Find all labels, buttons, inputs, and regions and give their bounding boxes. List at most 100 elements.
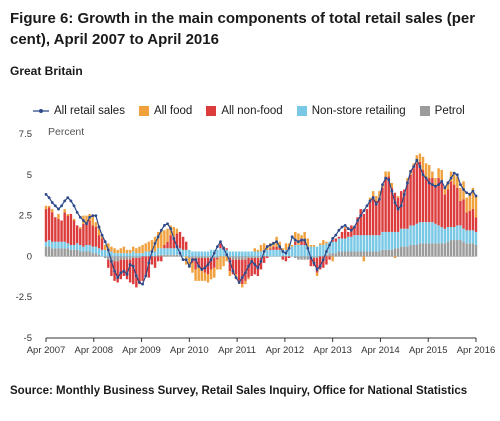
bar-all-non-food bbox=[340, 231, 344, 239]
all-retail-sales-point bbox=[371, 196, 375, 200]
all-retail-sales-point bbox=[237, 281, 241, 284]
bar-non-store-retailing bbox=[343, 238, 347, 252]
bar-petrol bbox=[368, 251, 372, 257]
bar-all-food bbox=[406, 178, 409, 182]
bar-petrol bbox=[234, 256, 238, 260]
bar-petrol bbox=[297, 256, 300, 260]
bar-non-store-retailing bbox=[424, 222, 428, 244]
bar-all-non-food bbox=[459, 200, 462, 226]
all-retail-sales-point bbox=[259, 259, 263, 263]
bar-non-store-retailing bbox=[107, 251, 110, 257]
bar-all-food bbox=[44, 205, 48, 210]
bar-non-store-retailing bbox=[94, 246, 98, 254]
bar-all-food bbox=[253, 248, 256, 252]
bar-non-store-retailing bbox=[403, 228, 406, 247]
bar-petrol bbox=[110, 256, 113, 262]
all-retail-sales-point bbox=[194, 258, 197, 262]
bar-petrol bbox=[82, 251, 85, 257]
all-retail-sales-point bbox=[374, 202, 378, 206]
legend-label: All retail sales bbox=[54, 105, 125, 117]
bar-all-non-food bbox=[315, 258, 319, 273]
all-retail-sales-point bbox=[91, 214, 95, 218]
bar-non-store-retailing bbox=[300, 244, 303, 257]
all-retail-sales-point bbox=[409, 170, 412, 173]
all-retail-sales-point bbox=[434, 184, 437, 188]
bar-petrol bbox=[343, 251, 347, 257]
all-retail-sales-point bbox=[81, 219, 85, 222]
all-retail-sales-point bbox=[69, 199, 73, 203]
all-retail-sales-point bbox=[159, 228, 163, 232]
bar-all-non-food bbox=[456, 187, 459, 226]
all-retail-sales-point bbox=[346, 227, 350, 231]
bar-non-store-retailing bbox=[318, 244, 322, 257]
all-retail-sales-point bbox=[203, 266, 207, 270]
all-retail-sales-point bbox=[290, 235, 294, 239]
bar-non-store-retailing bbox=[54, 241, 57, 249]
bar-non-store-retailing bbox=[465, 230, 468, 244]
bar-all-food bbox=[449, 171, 453, 182]
bar-non-store-retailing bbox=[163, 248, 166, 255]
bar-all-non-food bbox=[169, 235, 172, 249]
bar-all-food bbox=[209, 269, 213, 280]
all-retail-sales-point bbox=[50, 201, 54, 204]
bar-all-non-food bbox=[381, 187, 384, 232]
bar-all-food bbox=[387, 171, 390, 177]
bar-all-non-food bbox=[122, 259, 126, 276]
bar-non-store-retailing bbox=[113, 253, 116, 257]
all-retail-sales-point bbox=[75, 210, 79, 214]
all-retail-sales-point bbox=[340, 225, 344, 229]
all-retail-sales-point bbox=[353, 225, 356, 229]
bar-all-non-food bbox=[275, 246, 278, 250]
bar-non-store-retailing bbox=[278, 249, 281, 257]
all-retail-sales-point bbox=[138, 281, 141, 284]
bar-petrol bbox=[415, 244, 419, 257]
bar-petrol bbox=[88, 251, 91, 257]
bar-all-food bbox=[262, 243, 266, 250]
all-retail-sales-point bbox=[471, 189, 475, 193]
all-retail-sales-point bbox=[78, 215, 82, 219]
all-retail-sales-point bbox=[206, 263, 210, 266]
bar-non-store-retailing bbox=[375, 235, 378, 252]
bar-all-food bbox=[244, 280, 247, 285]
bar-petrol bbox=[350, 251, 353, 257]
bar-non-store-retailing bbox=[396, 231, 400, 249]
bar-all-non-food bbox=[262, 256, 266, 263]
bar-petrol bbox=[424, 243, 428, 257]
bar-non-store-retailing bbox=[365, 235, 369, 252]
bar-all-non-food bbox=[241, 259, 244, 285]
all-retail-sales-point bbox=[47, 196, 51, 200]
x-tick-label: Apr 2011 bbox=[218, 345, 256, 356]
all-retail-sales-point bbox=[437, 183, 441, 186]
bar-petrol bbox=[60, 248, 63, 257]
bar-non-store-retailing bbox=[241, 251, 244, 257]
bar-petrol bbox=[437, 243, 440, 257]
all-retail-sales-point bbox=[134, 274, 138, 278]
bar-all-food bbox=[390, 182, 394, 188]
bar-petrol bbox=[381, 249, 384, 257]
bar-all-food bbox=[459, 187, 462, 201]
bar-non-store-retailing bbox=[51, 241, 54, 249]
bar-petrol bbox=[418, 243, 422, 257]
bar-petrol bbox=[434, 243, 437, 257]
all-retail-sales-point bbox=[393, 201, 397, 204]
bar-all-food bbox=[51, 209, 54, 213]
all-retail-sales-point bbox=[399, 204, 403, 208]
chart-title: Figure 6: Growth in the main components … bbox=[10, 10, 476, 48]
bar-all-non-food bbox=[110, 261, 113, 276]
all-retail-sales-point bbox=[265, 245, 269, 249]
bar-all-non-food bbox=[353, 227, 356, 236]
bar-petrol bbox=[303, 256, 306, 260]
bar-non-store-retailing bbox=[322, 244, 325, 257]
bar-petrol bbox=[44, 246, 48, 257]
bar-all-food bbox=[219, 256, 222, 270]
bar-non-store-retailing bbox=[312, 246, 316, 257]
bar-non-store-retailing bbox=[85, 244, 88, 252]
bar-all-food bbox=[103, 244, 107, 250]
bar-petrol bbox=[231, 256, 235, 260]
bar-all-food bbox=[200, 269, 204, 281]
bar-all-non-food bbox=[63, 212, 66, 242]
bar-non-store-retailing bbox=[384, 231, 387, 250]
bar-all-non-food bbox=[237, 259, 241, 281]
bar-petrol bbox=[125, 256, 129, 260]
bar-all-non-food bbox=[200, 258, 204, 270]
